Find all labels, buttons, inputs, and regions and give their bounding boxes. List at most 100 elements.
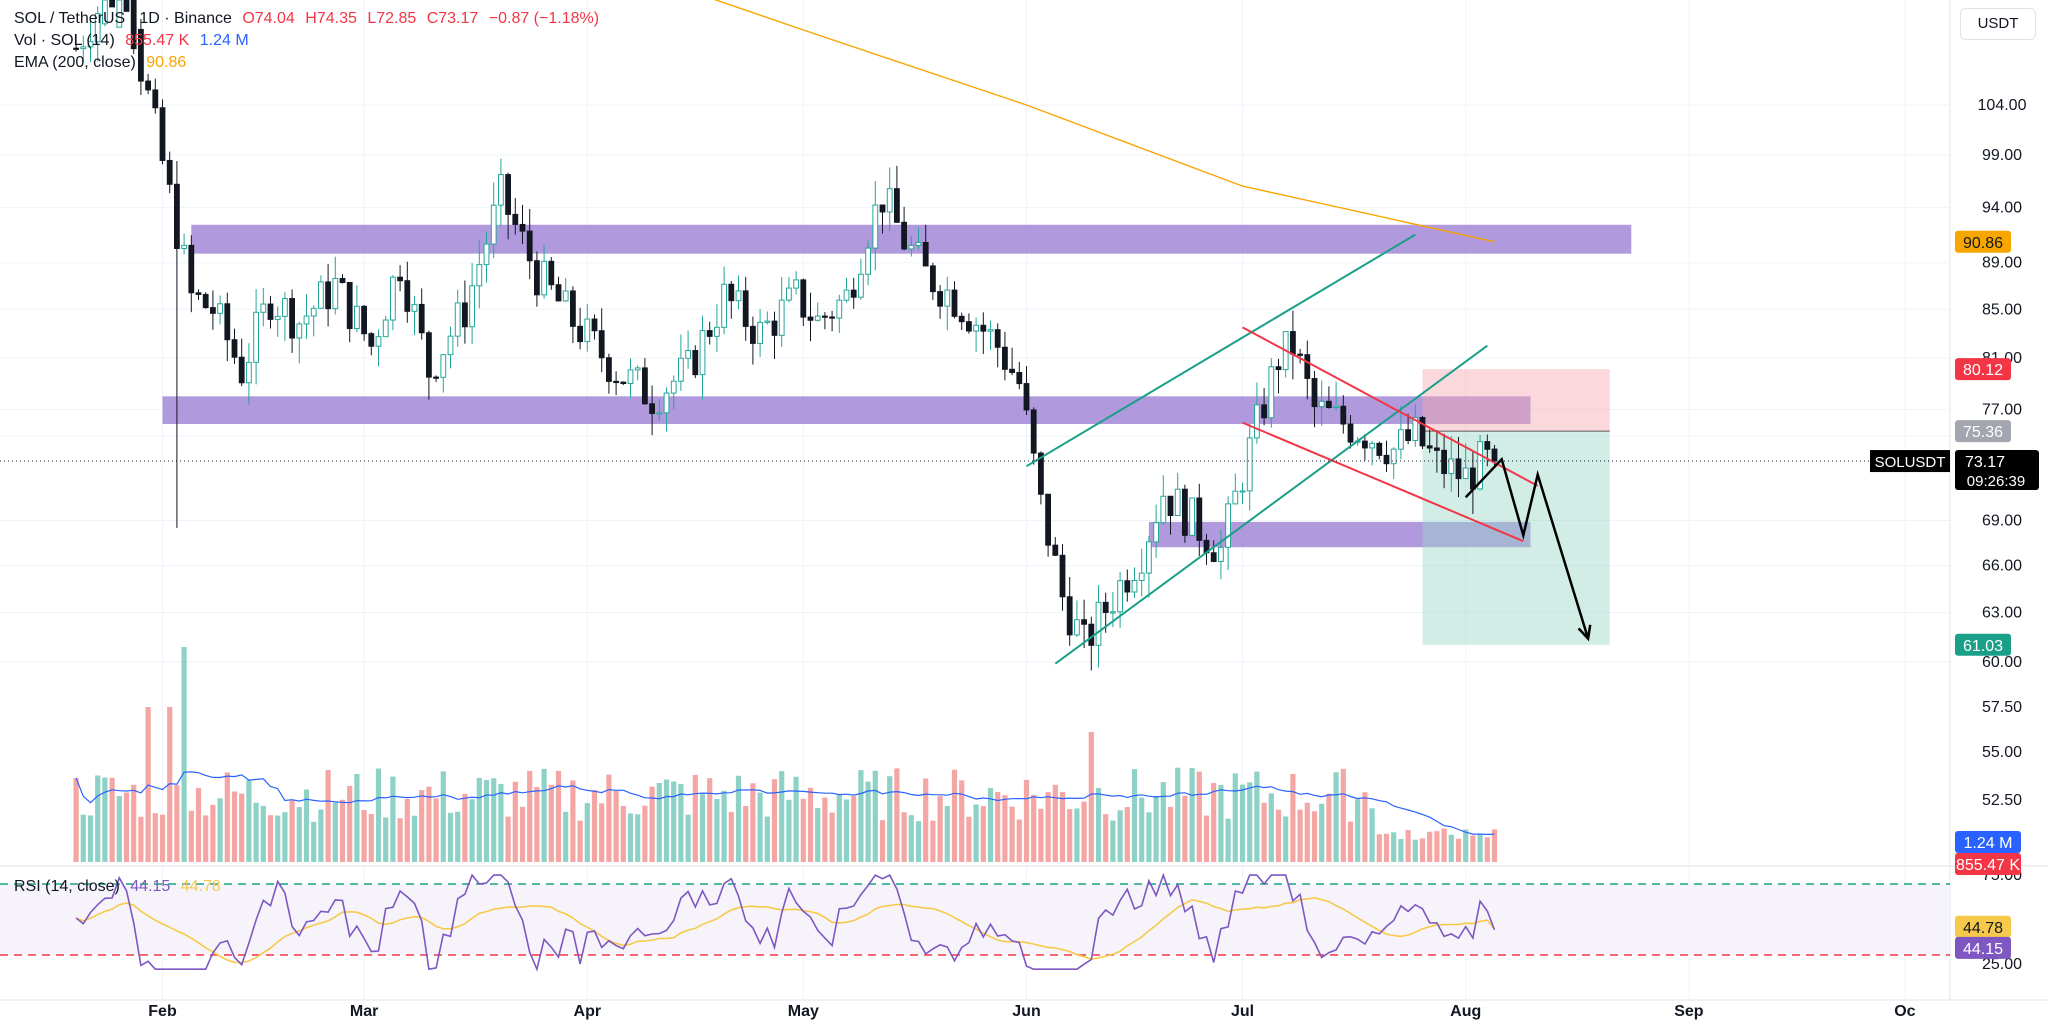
volume-ma-line	[75, 771, 1495, 836]
candle-body	[634, 367, 641, 371]
falling-wedge-line-2	[1242, 421, 1524, 543]
last-price-badge: 73.17	[1965, 454, 2005, 471]
candle-body	[1167, 495, 1174, 517]
rsi-legend[interactable]: RSI (14, close) 44.15 44.78	[14, 876, 227, 898]
x-tick-label: Aug	[1450, 1003, 1481, 1020]
volume-bar	[995, 792, 1001, 862]
candle-body	[382, 319, 389, 338]
volume-bar	[174, 785, 180, 862]
volume-bar	[375, 768, 382, 862]
volume-bar	[1203, 815, 1210, 862]
volume-bar	[548, 784, 554, 862]
candle-body	[469, 285, 476, 328]
candle-body	[310, 307, 317, 317]
candle-body	[397, 276, 404, 282]
candle-body	[368, 333, 375, 347]
volume-ma-badge: 1.24 M	[1964, 835, 2013, 852]
candle-body	[1434, 447, 1440, 451]
candle-body	[1138, 572, 1145, 581]
volume-bar	[505, 816, 511, 862]
volume-bar	[303, 789, 310, 862]
candle-body	[1174, 488, 1181, 517]
volume-bar	[959, 780, 965, 862]
candle-body	[944, 289, 951, 307]
candle-body	[1304, 354, 1311, 379]
candle-body	[786, 287, 792, 301]
rsi-ma-line	[75, 896, 1496, 964]
ema-legend[interactable]: EMA (200, close) 90.86	[14, 52, 192, 74]
volume-bar	[318, 809, 324, 862]
volume-bar	[1376, 834, 1382, 862]
candle-body	[548, 260, 555, 286]
chart-axes: Feb Mar Apr May Jun Jul Aug Sep Oc 104.00 99.00 94.…	[148, 97, 2026, 1020]
rsi-tick-label: 25.00	[1982, 956, 2022, 973]
high-value: H74.35	[305, 10, 357, 27]
volume-bar	[1059, 792, 1066, 862]
volume-bar	[1470, 835, 1476, 862]
candle-body	[1369, 442, 1375, 449]
candle-body	[793, 279, 800, 289]
rsi-value: 44.15	[130, 878, 171, 895]
candle-body	[1455, 458, 1462, 480]
candle-body	[930, 265, 936, 293]
volume-bar	[116, 796, 122, 862]
candle-body	[109, 0, 115, 8]
candle-body	[951, 289, 958, 317]
candle-body	[584, 318, 591, 343]
volume-bar	[80, 814, 86, 862]
candle-body	[1182, 488, 1188, 536]
volume-bar	[260, 805, 266, 862]
candle-body	[526, 230, 533, 262]
volume-bar	[750, 783, 756, 862]
symbol-title[interactable]: SOL / TetherUS · 1D · Binance	[14, 10, 232, 27]
falling-wedge-line-1	[1242, 326, 1539, 487]
volume-bar	[671, 781, 677, 862]
ema-price-badge: 90.86	[1963, 235, 2003, 252]
volume-bar	[1031, 794, 1037, 862]
volume-bar	[1477, 834, 1483, 862]
symbol-legend[interactable]: SOL / TetherUS · 1D · Binance O74.04 H74…	[14, 8, 605, 30]
candle-body	[1318, 400, 1325, 408]
candle-body	[872, 204, 879, 249]
candle-body	[1225, 503, 1231, 548]
drawing-lines[interactable]	[0, 0, 1950, 665]
volume-bar	[462, 793, 468, 862]
candle-body	[1218, 546, 1224, 562]
volume-bar	[239, 793, 245, 862]
candle-body	[1340, 405, 1347, 425]
candle-body	[490, 204, 497, 245]
candle-body	[433, 376, 440, 379]
volume-bar	[1124, 807, 1130, 862]
target-price-badge-bg	[1955, 633, 2011, 656]
volume-bar	[1484, 837, 1490, 862]
currency-unit-button[interactable]: USDT	[1960, 8, 2036, 40]
volume-legend[interactable]: Vol · SOL (14) 855.47 K 1.24 M	[14, 30, 255, 52]
volume-bar	[1146, 812, 1152, 862]
rising-channel-line-1	[1025, 233, 1416, 468]
x-tick-label: Feb	[148, 1003, 177, 1020]
candle-body	[152, 89, 159, 109]
volume-bar	[282, 812, 288, 862]
volume-bar	[1038, 808, 1044, 862]
volume-bar	[1333, 772, 1339, 862]
rsi-badge-bg	[1955, 936, 2011, 959]
volume-bar	[1095, 787, 1102, 862]
candle-body	[836, 299, 843, 319]
symbol-tag: SOLUSDT	[1875, 454, 1946, 471]
volume-bar	[1319, 803, 1325, 862]
volume-bar	[1369, 808, 1375, 862]
candle-body	[771, 320, 778, 336]
volume-bar	[786, 799, 792, 862]
volume-bar	[73, 778, 79, 862]
candle-body	[1405, 429, 1411, 441]
x-tick-label: Jun	[1012, 1003, 1040, 1020]
volume-bar	[527, 770, 533, 862]
candle-body	[598, 330, 605, 359]
candle-body	[1347, 423, 1354, 443]
volume-bar	[1441, 828, 1447, 862]
volume-bar	[577, 820, 583, 862]
candle-body	[116, 0, 123, 28]
volume-bar	[944, 805, 950, 862]
candle-body	[915, 241, 922, 246]
